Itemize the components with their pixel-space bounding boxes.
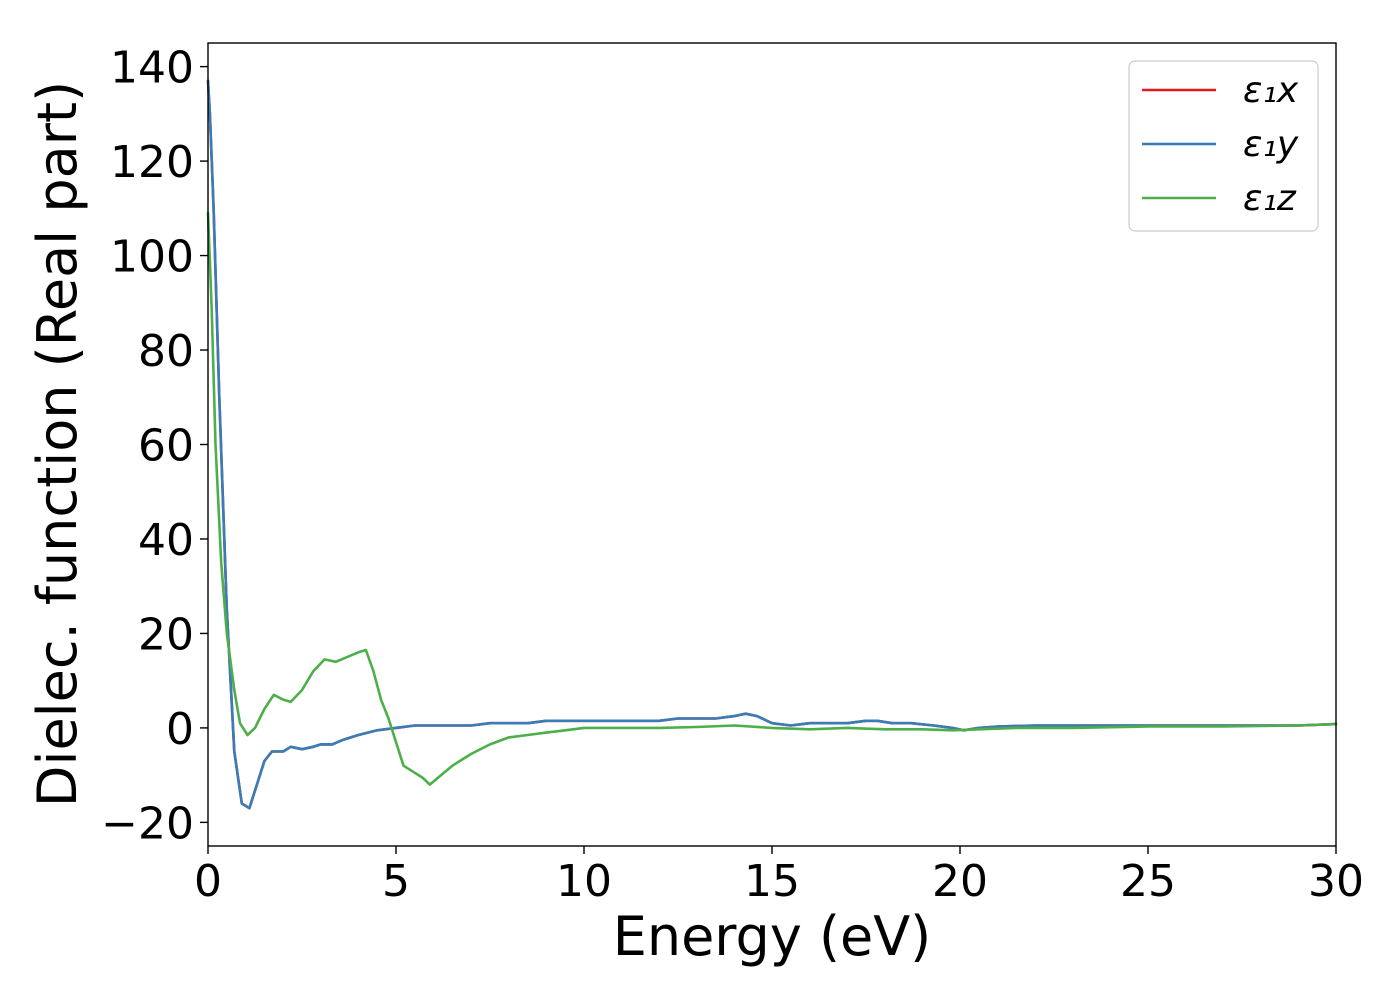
y-tick-label: 100 [110, 232, 194, 283]
x-tick-label: 20 [932, 856, 988, 907]
legend-label-2: ε₁z [1243, 178, 1297, 219]
y-tick-label: 140 [110, 43, 194, 94]
y-tick-label: 60 [138, 421, 194, 472]
x-tick-label: 15 [744, 856, 800, 907]
x-tick-label: 0 [194, 856, 222, 907]
legend: ε₁x ε₁y ε₁z [1128, 60, 1319, 232]
y-axis-title: Dielec. function (Real part) [26, 81, 89, 807]
y-tick-label: −20 [101, 798, 194, 849]
y-tick-label: 120 [110, 137, 194, 188]
y-tick-label: 20 [138, 609, 194, 660]
y-tick-label: 40 [138, 515, 194, 566]
x-tick-label: 25 [1120, 856, 1176, 907]
x-tick-label: 5 [382, 856, 410, 907]
legend-box [1128, 60, 1319, 232]
series-layer [206, 79, 1338, 810]
x-tick-label: 10 [556, 856, 612, 907]
legend-label-1: ε₁y [1243, 124, 1299, 165]
legend-label-0: ε₁x [1243, 70, 1299, 111]
y-tick-label: 0 [166, 704, 194, 755]
x-tick-label: 30 [1308, 856, 1364, 907]
x-axis-title: Energy (eV) [613, 905, 932, 968]
y-tick-label: 80 [138, 326, 194, 377]
plot-frame [207, 42, 1337, 847]
series-line-2 [206, 211, 1338, 786]
